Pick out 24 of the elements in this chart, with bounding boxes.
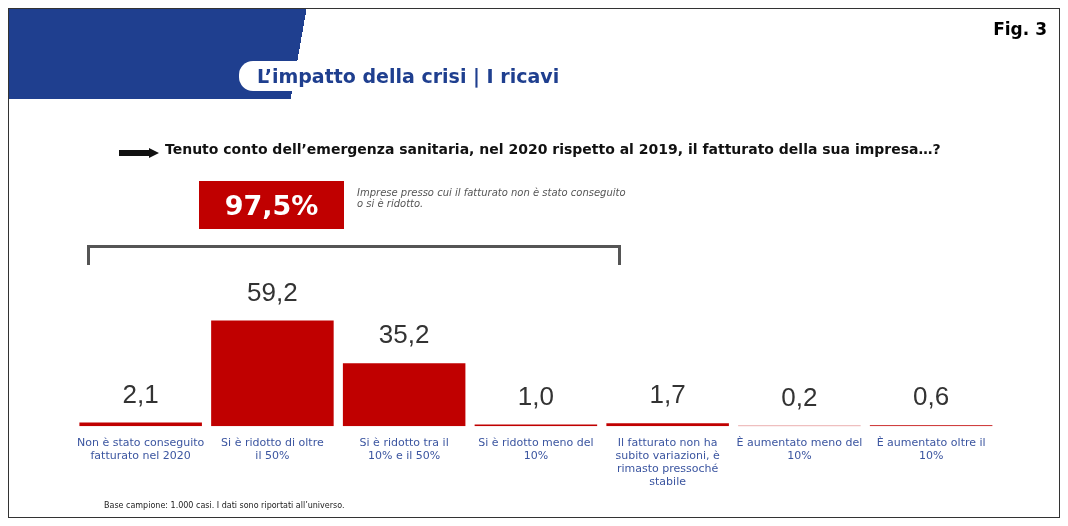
x-tick-label: È aumentato meno del 10% [736,435,863,462]
bar [79,422,202,427]
bar [211,320,334,427]
chart-title: L’impatto della crisi | I ricavi [239,61,745,91]
x-tick-label: Si è ridotto di oltre il 50% [221,435,324,462]
x-tick-label: È aumentato oltre il 10% [876,435,986,462]
x-tick-label: Non è stato conseguito fatturato nel 2020 [76,435,205,462]
caption: Fig. 3 [993,19,1047,39]
x-tick-label: Si è ridotto meno del 10% [478,435,594,462]
text: 97,5% [199,181,344,229]
data-label: 2,1 [122,378,159,409]
data-label: 0,6 [913,381,950,412]
chart-subtitle: Tenuto conto dell’emergenza sanitaria, nel 2020 rispetto al 2019, il fatturato della sua impresa…? [165,141,941,157]
data-label: 1,7 [649,379,686,410]
x-tick-label: Il fatturato non ha subito variazioni, è rimasto pressoché stabile [615,435,720,489]
data-label: 1,0 [517,380,554,411]
x-tick-label: Si è ridotto tra il 10% e il 50% [359,435,449,462]
bar [606,423,729,427]
data-label: 35,2 [378,319,430,350]
text: Base campione: 1.000 casi. I dati sono riportati all’universo. [104,501,345,510]
bar [342,363,466,427]
text: Imprese presso cui il fatturato non è stato conseguito o si è ridotto. [357,187,627,209]
data-label: 0,2 [781,382,818,413]
data-label: 59,2 [247,276,298,307]
